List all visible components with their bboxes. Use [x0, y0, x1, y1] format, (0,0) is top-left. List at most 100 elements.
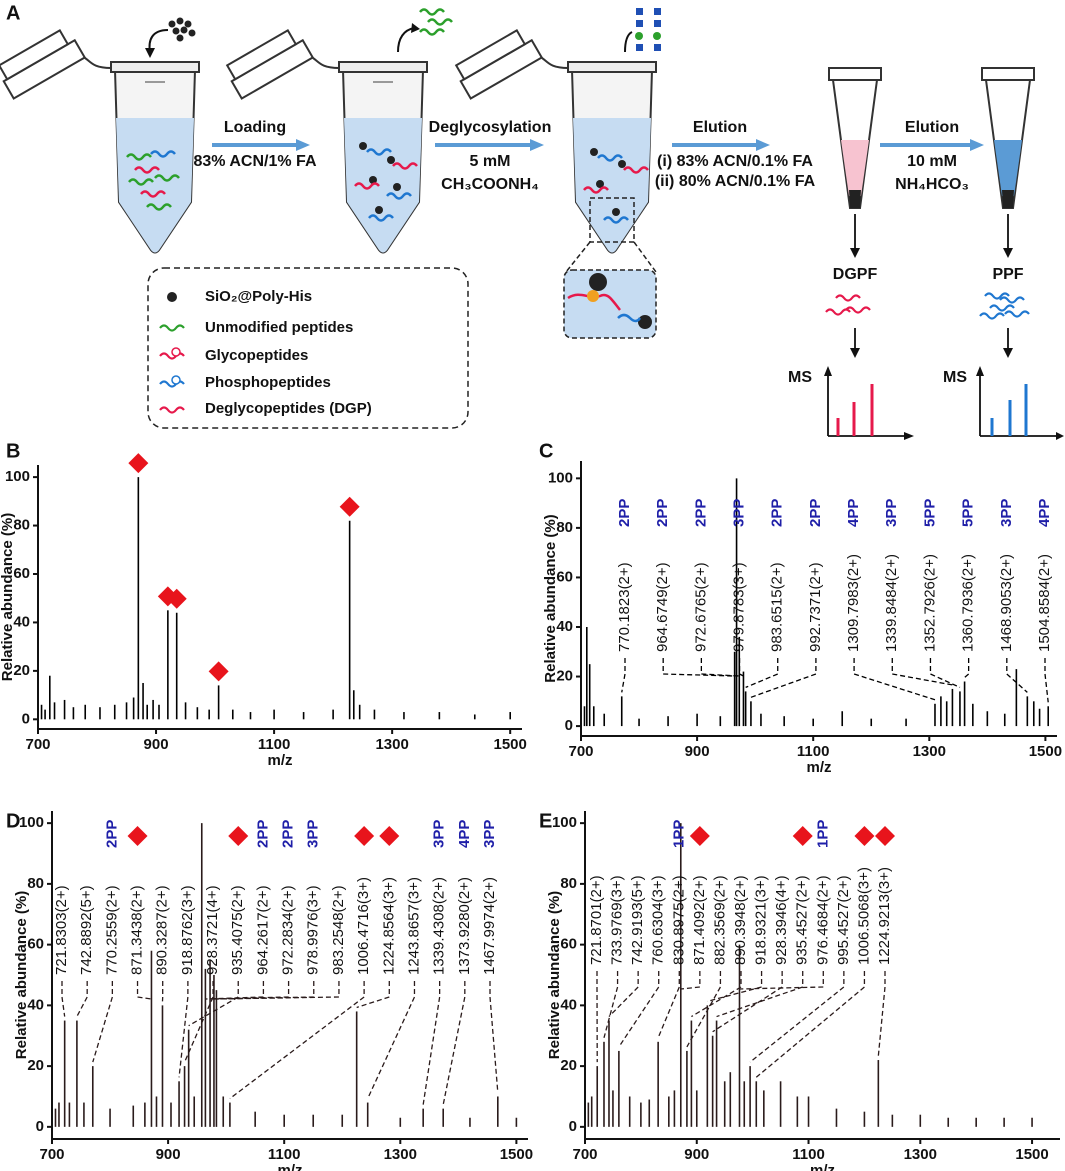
label-leader: [716, 971, 804, 1018]
glycans: [653, 32, 661, 40]
peak-label: 1339.4308(2+): [431, 877, 448, 975]
tube: [454, 28, 657, 254]
ms-schematic: [824, 366, 1064, 440]
y-tick-label: 20: [27, 1057, 44, 1074]
label-leader: [707, 971, 763, 1002]
x-tick-label: 700: [572, 1146, 597, 1163]
tip: [828, 67, 882, 81]
zoom-box: [589, 273, 607, 291]
peak-label: 983.6515(2+): [769, 562, 786, 652]
step-condition: NH₄HCO₃: [895, 176, 969, 193]
fraction-peptides: [824, 292, 1031, 320]
label-leader: [183, 981, 214, 1063]
peak-label: 964.2617(2+): [254, 885, 271, 975]
tip: [841, 140, 869, 196]
tube: [590, 148, 598, 156]
label-leader: [1044, 658, 1049, 703]
legend: [147, 267, 469, 429]
peak-label: 935.4075(2+): [229, 885, 246, 975]
step-condition: 83% ACN/1% FA: [194, 153, 317, 170]
label-leader: [700, 658, 740, 677]
tube: [612, 208, 620, 216]
fraction-peptides: [834, 294, 862, 302]
x-tick-label: 900: [685, 743, 710, 760]
ms-schematic: [824, 366, 832, 376]
glycans: [654, 20, 661, 27]
y-axis-label: Relative abundance (%): [13, 891, 30, 1059]
tube: [589, 197, 635, 243]
label-leader: [1006, 658, 1028, 693]
x-tick-label: 900: [156, 1146, 181, 1163]
label-leader: [745, 658, 779, 689]
tube: [359, 142, 367, 150]
label-leader: [188, 981, 239, 1027]
peak-tag: 2PP: [654, 499, 671, 527]
x-tick-label: 1300: [375, 736, 408, 753]
zoom-box: [567, 293, 621, 311]
y-tick-label: 80: [13, 517, 30, 534]
label-leader: [964, 658, 970, 678]
peak-tag: 2PP: [769, 499, 786, 527]
tube: [567, 61, 657, 73]
peak-tag: 1PP: [670, 820, 687, 848]
label-leader: [92, 981, 114, 1063]
peak-tag: 4PP: [845, 499, 862, 527]
label-leader: [712, 971, 783, 1033]
peak-tag: 2PP: [616, 499, 633, 527]
peak-label: 742.9193(5+): [629, 875, 646, 965]
x-tick-label: 1300: [384, 1146, 417, 1163]
peak-label: 972.6765(2+): [692, 562, 709, 652]
tube: [110, 61, 200, 73]
y-tick-label: 40: [13, 613, 30, 630]
peak-label: 1339.8484(2+): [883, 554, 900, 652]
y-tick-label: 0: [22, 710, 30, 727]
released-peptides: [418, 8, 446, 16]
legend-label: Phosphopeptides: [205, 374, 331, 391]
peak-tag: 5PP: [960, 499, 977, 527]
tube: [541, 57, 569, 69]
y-axis-label: Relative abundance (%): [546, 891, 563, 1059]
tube: [225, 28, 315, 100]
peak-label: 871.4092(2+): [691, 875, 708, 965]
ms-schematic: [904, 432, 914, 440]
fraction-peptides: [978, 312, 1006, 320]
y-tick-label: 60: [560, 936, 577, 953]
released-peptides: [426, 18, 454, 26]
tube: [84, 57, 112, 69]
peak-tag: 3PP: [431, 820, 448, 848]
peak-label: 721.8701(2+): [588, 875, 605, 965]
peak-label: 992.7371(2+): [807, 562, 824, 652]
x-axis-label: m/z: [267, 752, 292, 769]
step-condition: 5 mM: [470, 153, 511, 170]
peak-label: 770.1823(2+): [616, 562, 633, 652]
peak-label: 1243.8657(3+): [405, 877, 422, 975]
y-tick-label: 100: [5, 468, 30, 485]
x-tick-label: 1100: [792, 1146, 825, 1163]
zoom-box: [587, 290, 599, 302]
peak-label: 928.3946(4+): [773, 875, 790, 965]
beads: [145, 48, 155, 58]
panel-label: B: [6, 440, 20, 462]
peak-label: 918.9321(3+): [753, 875, 770, 965]
label-leader: [216, 981, 340, 1000]
diamond-marker: [354, 826, 375, 846]
y-tick-label: 40: [560, 996, 577, 1013]
label-leader: [136, 981, 152, 1000]
tube: [618, 160, 626, 168]
ms-schematic: [976, 366, 984, 376]
y-tick-label: 80: [27, 875, 44, 892]
peak-label: 1224.9213(3+): [876, 867, 893, 965]
tube: [225, 28, 428, 254]
y-axis-label: Relative abundance (%): [542, 514, 559, 682]
y-tick-label: 100: [548, 469, 573, 486]
glycans: [654, 8, 661, 15]
x-tick-label: 700: [39, 1146, 64, 1163]
peak-tag: 3PP: [305, 820, 322, 848]
tube: [0, 28, 70, 81]
step-title: Elution: [693, 119, 747, 136]
tip: [1002, 190, 1014, 208]
peak-label: 1224.8564(3+): [380, 877, 397, 975]
fraction-name: PPF: [992, 266, 1023, 283]
legend-label: SiO₂@Poly-His: [205, 288, 312, 305]
y-tick-label: 100: [552, 814, 577, 831]
